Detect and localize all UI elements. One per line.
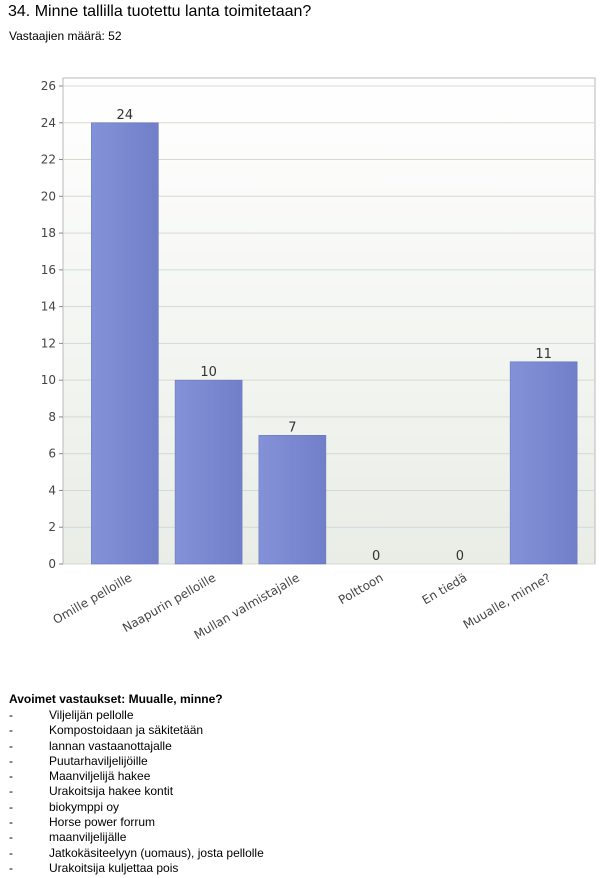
y-tick-label: 26	[41, 79, 56, 93]
bar	[91, 122, 159, 565]
y-tick-label: 10	[41, 373, 56, 387]
list-bullet: -	[9, 830, 13, 845]
list-item-text: Maanviljelijä hakee	[49, 769, 151, 784]
open-answers-list: - Viljelijän pellolle - Kompostoidaan ja sä…	[9, 708, 264, 876]
bar	[174, 379, 243, 565]
list-item: - Viljelijän pellolle	[9, 708, 264, 723]
list-item: - lannan vastaanottajalle	[9, 739, 264, 754]
list-bullet: -	[9, 815, 13, 830]
data-label: 7	[288, 420, 296, 435]
data-label: 10	[200, 365, 217, 380]
list-item: - Maanviljelijä hakee	[9, 769, 264, 784]
list-item: - Kompostoidaan ja säkitetään	[9, 723, 264, 738]
bar	[258, 435, 327, 565]
list-bullet: -	[9, 860, 13, 875]
y-tick-label: 12	[41, 336, 56, 350]
list-bullet: -	[9, 799, 13, 814]
list-bullet: -	[9, 784, 13, 799]
list-bullet: -	[9, 738, 13, 753]
data-label: 0	[372, 549, 380, 564]
list-item: - Puutarhaviljelijöille	[9, 754, 264, 769]
y-tick-label: 18	[41, 226, 56, 240]
open-answers-title: Avoimet vastaukset: Muualle, minne?	[9, 692, 223, 706]
list-item-text: Urakoitsija hakee kontit	[49, 784, 174, 799]
respondent-count: Vastaajien määrä: 52	[9, 29, 122, 43]
y-tick-label: 6	[48, 447, 56, 461]
list-item: - maanviljelijälle	[9, 830, 264, 845]
list-item-text: Horse power forrum	[49, 815, 156, 830]
y-tick-label: 14	[41, 300, 56, 314]
y-tick-label: 20	[41, 189, 56, 203]
list-item-text: biokymppi oy	[49, 799, 120, 814]
y-tick-label: 16	[41, 263, 56, 277]
x-tick-label: Muualle, minne?	[461, 570, 553, 631]
y-tick-label: 8	[48, 410, 56, 424]
data-label: 11	[535, 347, 552, 362]
list-bullet: -	[9, 753, 13, 768]
y-tick-label: 0	[48, 557, 56, 571]
list-bullet: -	[9, 723, 13, 738]
x-tick-label: Polttoon	[336, 570, 386, 607]
y-tick-label: 22	[41, 153, 56, 167]
list-bullet: -	[9, 845, 13, 860]
bar	[509, 361, 578, 565]
list-item: - Horse power forrum	[9, 815, 264, 830]
list-bullet: -	[9, 769, 13, 784]
list-item-text: maanviljelijälle	[49, 830, 127, 845]
x-tick-label: Omille pelloille	[50, 570, 134, 626]
list-item-text: Kompostoidaan ja säkitetään	[49, 723, 204, 738]
y-tick-label: 4	[48, 483, 56, 497]
list-item-text: Urakoitsija kuljettaa pois	[49, 860, 179, 875]
list-item: - Urakoitsija hakee kontit	[9, 784, 264, 799]
data-label: 24	[117, 108, 134, 123]
y-tick-label: 2	[48, 520, 56, 534]
list-bullet: -	[9, 708, 13, 722]
list-item-text: lannan vastaanottajalle	[49, 738, 172, 753]
list-item-text: Viljelijän pellolle	[49, 708, 134, 722]
list-item-text: Puutarhaviljelijöille	[49, 753, 148, 768]
data-label: 0	[456, 549, 464, 564]
list-item: - Jatkokäsiteelyyn (uomaus), josta pellol…	[9, 846, 264, 861]
list-item: - biokymppi oy	[9, 800, 264, 815]
list-item: - Urakoitsija kuljettaa pois	[9, 861, 264, 876]
list-item-text: Jatkokäsiteelyyn (uomaus), josta pelloll…	[49, 845, 264, 860]
x-tick-label: En tiedä	[420, 570, 470, 607]
question-title: 34. Minne tallilla tuotettu lanta toimit…	[8, 3, 312, 20]
y-tick-label: 24	[41, 116, 56, 130]
